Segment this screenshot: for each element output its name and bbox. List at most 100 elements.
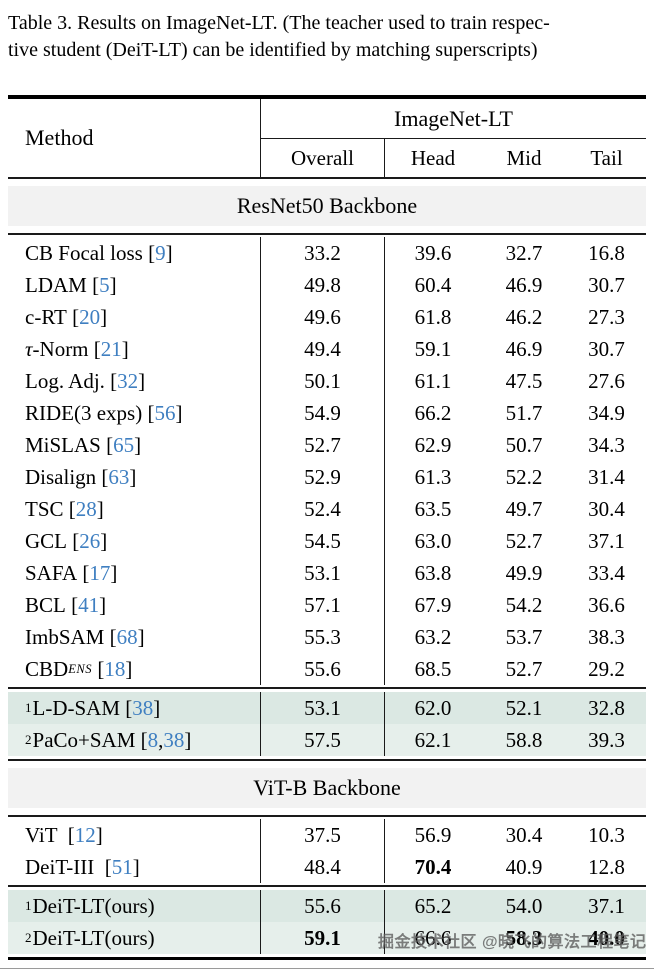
value-cell: 49.7: [505, 496, 543, 521]
value-cell: 61.3: [414, 464, 452, 489]
method-cell: 2 DeiT-LT(ours): [8, 922, 261, 954]
value-cell: 37.1: [588, 528, 625, 553]
value-cell: 30.4: [505, 822, 543, 847]
method-cell: 1 DeiT-LT(ours): [8, 890, 261, 922]
value-cell: 27.6: [588, 368, 625, 393]
citation-bracket: ]: [153, 695, 161, 720]
citation-bracket: ]: [96, 496, 104, 521]
value-cell: 27.3: [588, 304, 625, 329]
citation-link[interactable]: 38: [132, 695, 154, 720]
table-row: ViT [12] 37.5 56.9 30.4 10.3: [8, 819, 646, 851]
table-row: τ -Norm [21] 49.4 59.1 46.9 30.7: [8, 333, 646, 365]
citation-bracket: [: [82, 560, 90, 585]
column-header-head: Head: [410, 145, 456, 170]
method-name: TSC: [25, 496, 64, 521]
value-cell: 50.1: [261, 365, 385, 397]
citation-link[interactable]: 38: [163, 727, 185, 752]
citation-bracket: [: [140, 727, 148, 752]
value-cell: 39.6: [414, 240, 452, 265]
method-name: DeiT-LT(ours): [32, 893, 155, 918]
citation-link[interactable]: 28: [75, 496, 97, 521]
citation-link[interactable]: 63: [108, 464, 130, 489]
table-row: GCL [26] 54.5 63.0 52.7 37.1: [8, 525, 646, 557]
value-cell: 57.5: [261, 724, 385, 756]
citation-link[interactable]: 65: [113, 432, 135, 457]
value-cell: 32.7: [505, 240, 543, 265]
value-cell: 54.5: [261, 525, 385, 557]
value-cell: 52.9: [261, 461, 385, 493]
citation-bracket: ,: [158, 727, 164, 752]
section-header: ViT-B Backbone: [8, 768, 646, 808]
value-cell: 66.6: [414, 925, 452, 950]
section-header: ResNet50 Backbone: [8, 186, 646, 226]
value-cell: 46.2: [505, 304, 543, 329]
citation-link[interactable]: 12: [74, 822, 96, 847]
value-cell: 33.2: [261, 237, 385, 269]
citation-bracket: [: [68, 496, 76, 521]
header-columns-row: Overall Head Mid Tail: [8, 139, 646, 177]
method-name: -Norm: [32, 336, 89, 361]
value-cell: 54.0: [505, 893, 543, 918]
table-row: LDAM [5] 49.8 60.4 46.9 30.7: [8, 269, 646, 301]
citation-link[interactable]: 20: [79, 304, 101, 329]
method-name: CB Focal loss: [25, 240, 143, 265]
table-row: CB Focal loss [9] 33.2 39.6 32.7 16.8: [8, 237, 646, 269]
table-row: RIDE(3 exps) [56] 54.9 66.2 51.7 34.9: [8, 397, 646, 429]
table-bottom-rule: [8, 957, 646, 960]
method-cell: LDAM [5]: [8, 269, 261, 301]
table-row: CBD ENS [18] 55.6 68.5 52.7 29.2: [8, 653, 646, 685]
citation-link[interactable]: 5: [99, 272, 110, 297]
citation-link[interactable]: 8: [147, 727, 159, 752]
value-cell: 48.4: [261, 851, 385, 883]
method-name: ImbSAM: [25, 624, 105, 649]
column-header-mid: Mid: [506, 145, 542, 170]
value-cell: 49.4: [261, 333, 385, 365]
citation-bracket: [: [67, 822, 75, 847]
method-cell: ImbSAM [68]: [8, 621, 261, 653]
column-header-overall: Overall: [261, 139, 385, 177]
value-cell: 49.9: [505, 560, 543, 585]
highlight-group: 1 DeiT-LT(ours) 55.6 65.2 54.0 37.1 2 DeiT-LT(o…: [8, 890, 646, 954]
header-group-row: ImageNet-LT: [8, 99, 646, 139]
value-cell: 58.8: [505, 727, 543, 752]
citation-bracket: ]: [100, 528, 108, 553]
table-row: 1 DeiT-LT(ours) 55.6 65.2 54.0 37.1: [8, 890, 646, 922]
method-name: ViT: [25, 822, 63, 847]
citation-link[interactable]: 41: [78, 592, 100, 617]
citation-bracket: [: [101, 464, 109, 489]
header-spacer: [8, 99, 261, 139]
method-name: LDAM: [25, 272, 87, 297]
citation-link[interactable]: 56: [154, 400, 176, 425]
value-cell: 38.3: [588, 624, 625, 649]
citation-link[interactable]: 21: [100, 336, 122, 361]
method-cell: MiSLAS [65]: [8, 429, 261, 461]
value-cell: 49.6: [261, 301, 385, 333]
method-cell: SAFA [17]: [8, 557, 261, 589]
citation-bracket: [: [148, 240, 156, 265]
table-row: MiSLAS [65] 52.7 62.9 50.7 34.3: [8, 429, 646, 461]
value-cell: 55.3: [261, 621, 385, 653]
citation-bracket: ]: [100, 304, 108, 329]
citation-link[interactable]: 18: [104, 656, 126, 681]
method-name: L-D-SAM: [32, 695, 121, 720]
value-cell: 56.9: [414, 822, 452, 847]
citation-link[interactable]: 51: [111, 854, 133, 879]
value-cell: 32.8: [588, 695, 625, 720]
method-cell: DeiT-III [51]: [8, 851, 261, 883]
method-cell: Log. Adj. [32]: [8, 365, 261, 397]
citation-bracket: ]: [109, 272, 117, 297]
method-name: GCL: [25, 528, 67, 553]
site-watermark: 掘金技术社区 @晓飞的算法工程笔记: [378, 934, 647, 951]
citation-bracket: [: [72, 528, 80, 553]
method-cell: BCL [41]: [8, 589, 261, 621]
table-row: DeiT-III [51] 48.4 70.4 40.9 12.8: [8, 851, 646, 883]
citation-link[interactable]: 68: [116, 624, 138, 649]
citation-link[interactable]: 9: [155, 240, 166, 265]
citation-link[interactable]: 32: [117, 368, 139, 393]
citation-bracket: ]: [138, 368, 146, 393]
citation-link[interactable]: 17: [89, 560, 111, 585]
value-cell: 68.5: [414, 656, 452, 681]
citation-link[interactable]: 26: [79, 528, 101, 553]
method-cell: GCL [26]: [8, 525, 261, 557]
